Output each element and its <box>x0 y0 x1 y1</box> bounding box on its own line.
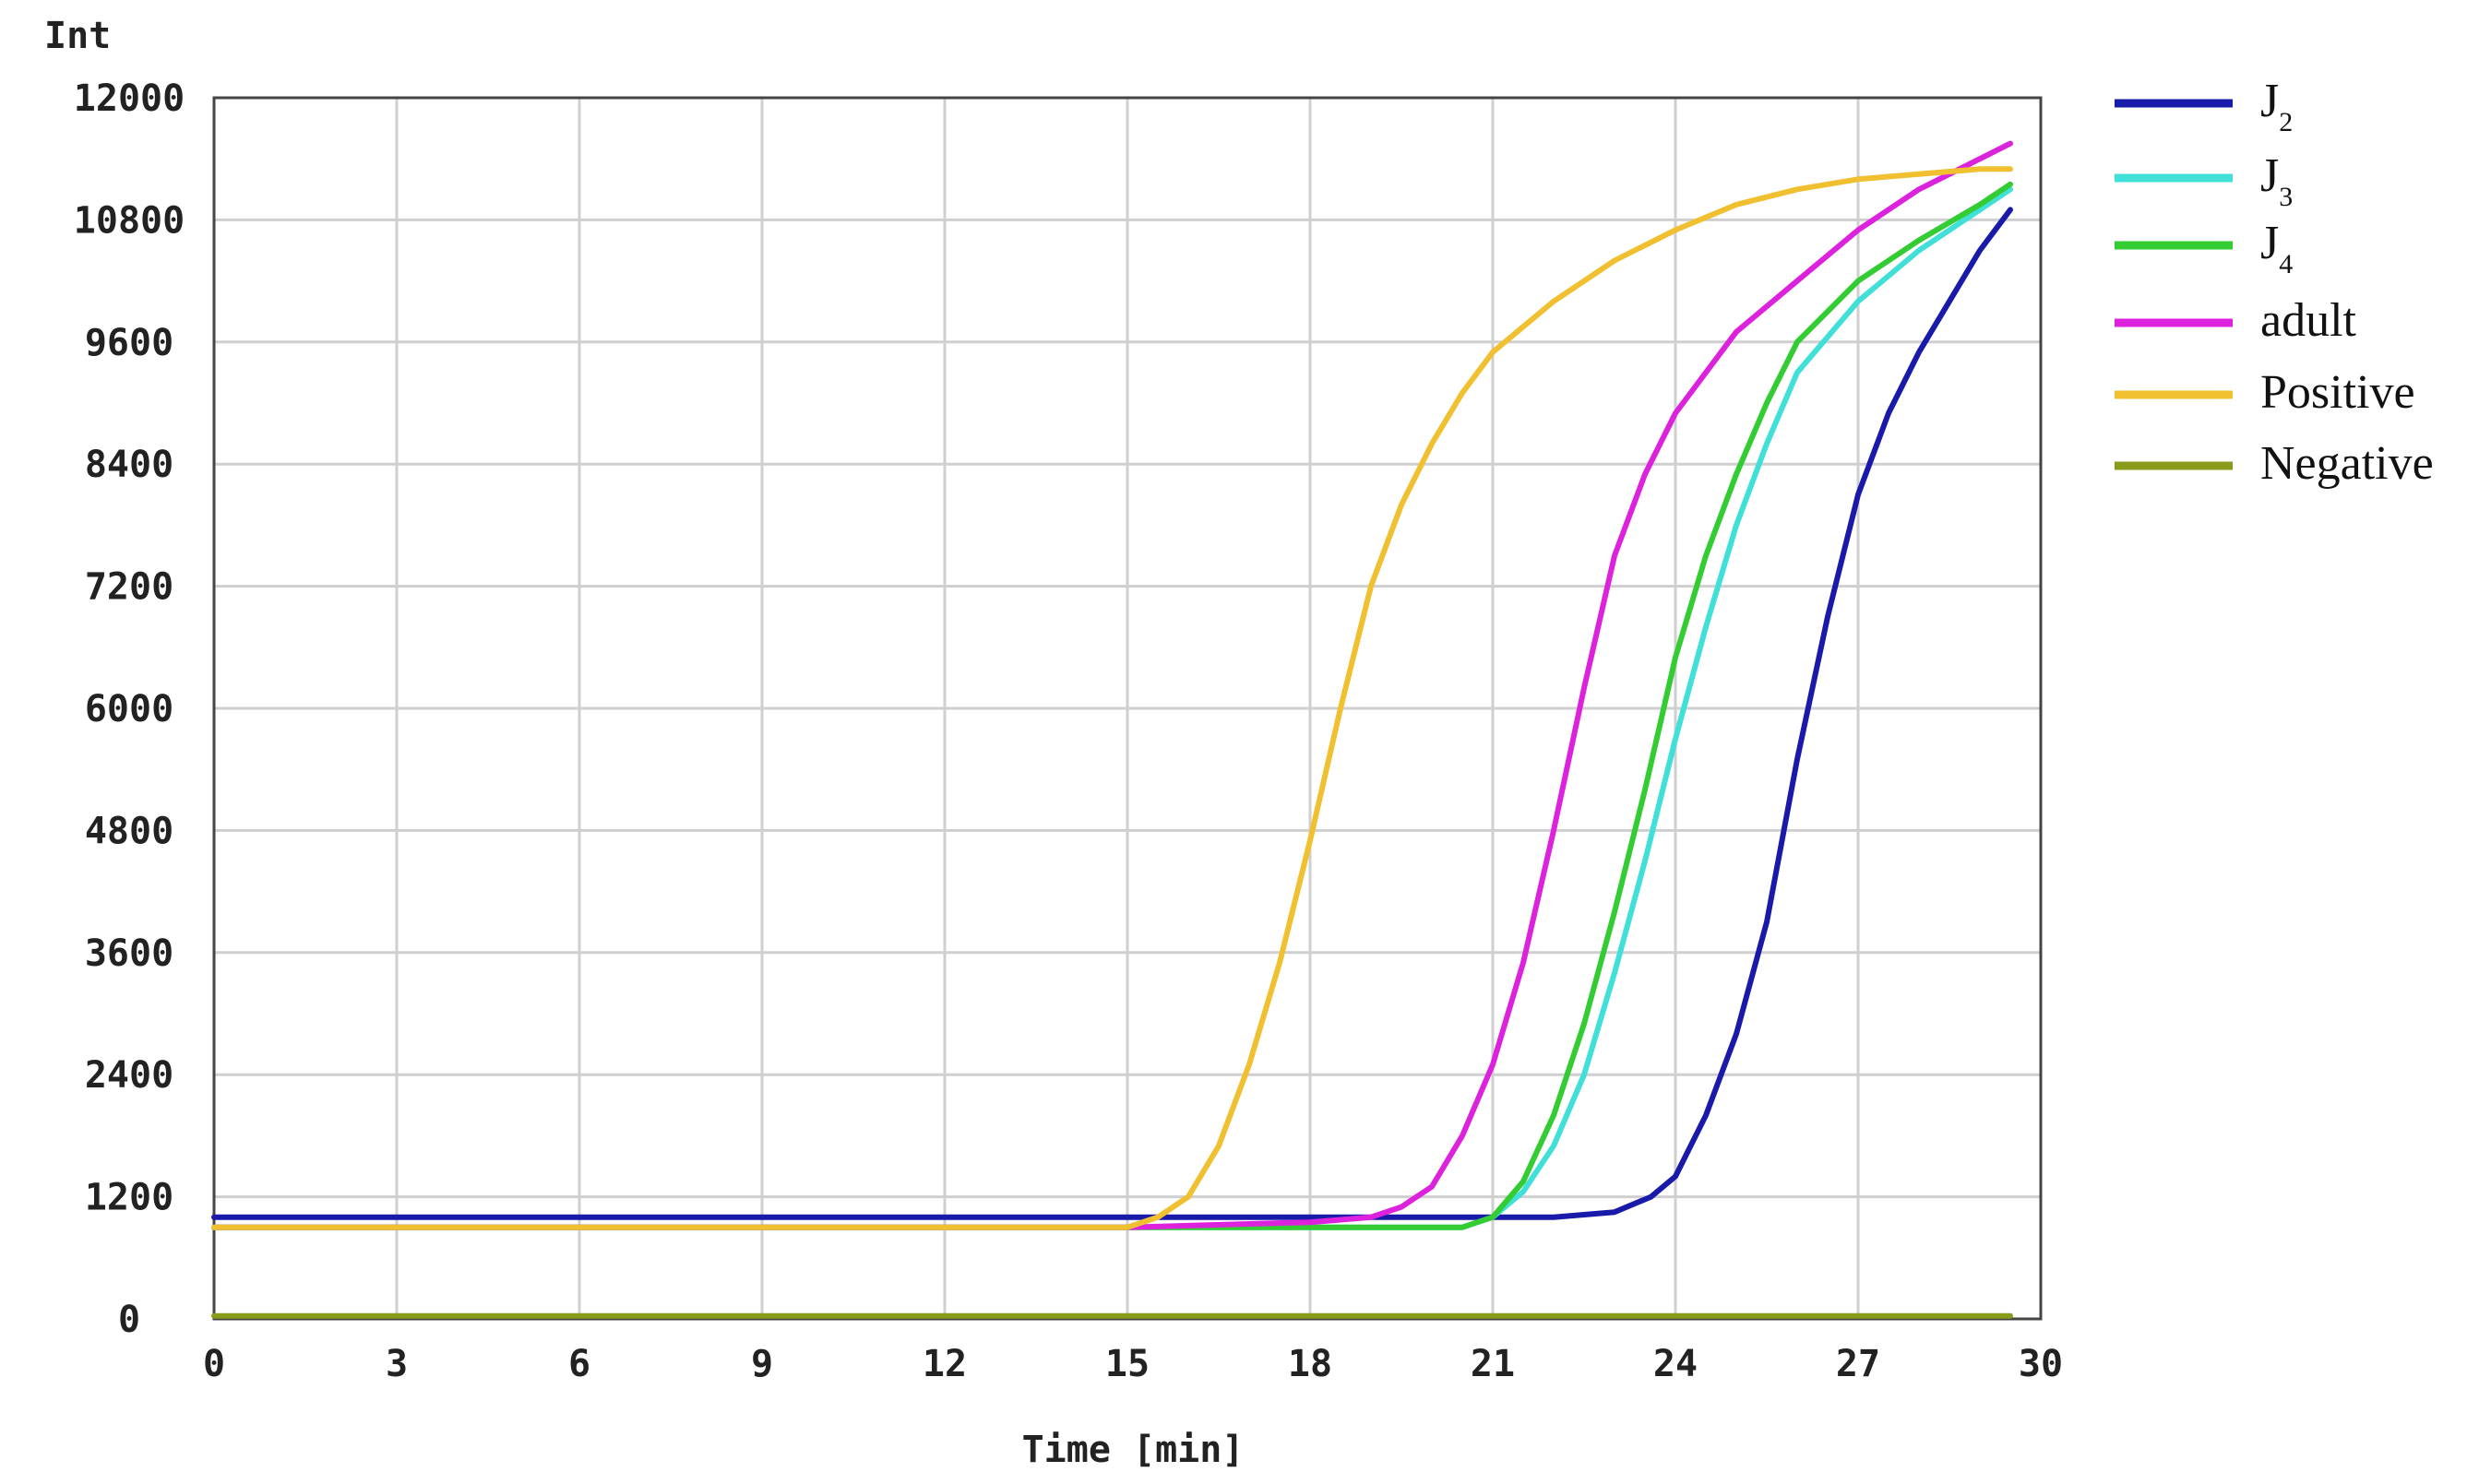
plot-frame <box>212 96 2043 1321</box>
x-tick-label: 0 <box>203 1343 225 1385</box>
series-line-j4 <box>211 181 2013 1230</box>
y-tick-label: 1200 <box>85 1177 173 1219</box>
y-axis-label: Int <box>44 15 111 57</box>
x-tick-label: 21 <box>1471 1343 1515 1385</box>
series-line-adult <box>211 140 2013 1230</box>
x-tick-label: 12 <box>923 1343 967 1385</box>
x-tick-labels: 0 3 6 9 12 15 18 21 24 27 30 <box>203 1343 2063 1385</box>
x-tick-label: 27 <box>1836 1343 1880 1385</box>
x-tick-label: 15 <box>1105 1343 1150 1385</box>
legend-label: J3 <box>2260 149 2293 212</box>
y-tick-label: 7200 <box>85 566 173 609</box>
legend-label: Positive <box>2260 366 2415 419</box>
y-tick-label: 8400 <box>85 444 173 486</box>
x-tick-label: 18 <box>1288 1343 1332 1385</box>
x-tick-label: 24 <box>1653 1343 1698 1385</box>
y-tick-label: 4800 <box>85 810 173 852</box>
y-tick-label: 2400 <box>85 1054 173 1097</box>
series-line-positive <box>211 166 2013 1230</box>
legend-label: J4 <box>2260 217 2293 279</box>
y-tick-label: 12000 <box>74 77 185 120</box>
y-tick-label: 3600 <box>85 932 173 975</box>
legend-label: J2 <box>2260 75 2293 137</box>
y-tick-label: 10800 <box>74 199 185 242</box>
y-tick-label: 0 <box>118 1299 140 1341</box>
y-tick-label: 6000 <box>85 688 173 730</box>
x-tick-label: 6 <box>568 1343 590 1385</box>
y-tick-labels: 0 1200 2400 3600 4800 6000 7200 8400 9600 10800 12… <box>74 77 185 1341</box>
x-tick-label: 3 <box>386 1343 408 1385</box>
y-tick-label: 9600 <box>85 322 173 364</box>
x-axis-label: Time [min] <box>1022 1429 1245 1471</box>
series-line-j2 <box>211 207 2013 1220</box>
x-tick-label: 30 <box>2019 1343 2063 1385</box>
x-tick-label: 9 <box>751 1343 773 1385</box>
series-lines <box>211 140 2013 1319</box>
legend-label: adult <box>2260 294 2357 347</box>
legend-label: Negative <box>2260 437 2434 490</box>
grid-lines <box>212 96 2043 1321</box>
